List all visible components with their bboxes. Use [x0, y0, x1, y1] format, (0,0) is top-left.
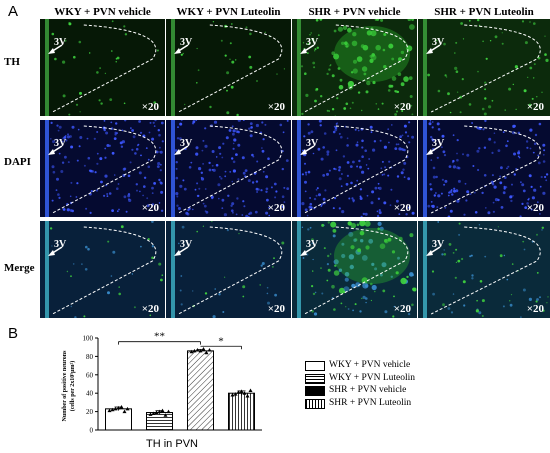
ventricle-label: 3V: [306, 239, 319, 250]
ventricle-label: 3V: [54, 239, 67, 250]
column-header-shr-vehicle: SHR + PVN vehicle: [308, 6, 401, 18]
y-tick-label: 0: [90, 427, 94, 435]
data-point: [239, 389, 244, 393]
micrograph-dapi-shr-luteolin: 3V ×20: [418, 120, 550, 217]
panel-b-label: B: [8, 325, 19, 342]
data-point: [151, 411, 156, 415]
legend-label: WKY + PVN Luteolin: [329, 372, 416, 383]
legend-swatch: [305, 373, 325, 384]
ventricle-label: 3V: [432, 37, 445, 48]
column-header-wky-vehicle: WKY + PVN vehicle: [54, 6, 151, 18]
micrograph-merge-shr-vehicle: 3V ×20: [292, 221, 417, 318]
magnification-label: ×20: [141, 303, 159, 315]
data-point: [248, 388, 253, 392]
magnification-label: ×20: [267, 303, 285, 315]
ventricle-label: 3V: [306, 138, 319, 149]
x-axis-label: TH in PVN: [146, 438, 198, 450]
ventricle-label: 3V: [54, 37, 67, 48]
y-tick-label: 100: [83, 335, 94, 343]
data-point: [148, 412, 153, 416]
micrograph-dapi-wky-luteolin: 3V ×20: [166, 120, 291, 217]
data-point: [198, 348, 203, 353]
data-point: [245, 393, 250, 398]
bar-3: [187, 350, 214, 431]
magnification-label: ×20: [393, 303, 411, 315]
magnification-label: ×20: [526, 101, 544, 113]
data-point: [204, 350, 209, 355]
data-point: [119, 405, 124, 409]
data-point: [166, 409, 171, 414]
data-point: [192, 348, 197, 353]
legend-swatch: [305, 361, 325, 371]
micrograph-dapi-wky-vehicle: 3V ×20: [40, 120, 165, 217]
magnification-label: ×20: [267, 101, 285, 113]
magnification-label: ×20: [393, 101, 411, 113]
data-point: [113, 406, 118, 411]
ventricle-label: 3V: [306, 37, 319, 48]
micrograph-merge-shr-luteolin: 3V ×20: [418, 221, 550, 318]
row-label-merge: Merge: [4, 262, 35, 274]
data-point: [160, 408, 165, 413]
micrograph-th-wky-luteolin: 3V ×20: [166, 19, 291, 116]
data-point: [107, 408, 112, 413]
y-tick-label: 40: [86, 390, 94, 398]
legend-label: SHR + PVN vehicle: [329, 385, 407, 395]
legend-label: WKY + PVN vehicle: [329, 360, 411, 370]
data-point: [201, 347, 206, 351]
magnification-label: ×20: [526, 202, 544, 214]
data-point: [195, 347, 200, 352]
data-point: [230, 393, 235, 397]
micrograph-th-shr-vehicle: 3V ×20: [292, 19, 417, 116]
ventricle-label: 3V: [432, 239, 445, 250]
micrograph-th-wky-vehicle: 3V ×20: [40, 19, 165, 116]
data-point: [207, 347, 212, 352]
magnification-label: ×20: [526, 303, 544, 315]
micrograph-merge-wky-luteolin: 3V ×20: [166, 221, 291, 318]
data-point: [189, 349, 194, 354]
ventricle-label: 3V: [54, 138, 67, 149]
y-tick-label: 60: [86, 371, 94, 379]
data-point: [122, 409, 127, 414]
significance-label-1: **: [154, 331, 165, 343]
y-axis-label: Number of positive neurons: [62, 350, 68, 422]
magnification-label: ×20: [393, 202, 411, 214]
y-axis-label-units: (cells per 2x10⁵µm²): [69, 361, 76, 412]
data-point: [116, 405, 121, 410]
data-point: [154, 410, 159, 415]
significance-label-2: *: [218, 335, 224, 347]
y-tick-label: 80: [86, 353, 94, 361]
y-tick-label: 20: [86, 408, 94, 416]
data-point: [163, 413, 168, 417]
data-point: [233, 392, 238, 396]
magnification-label: ×20: [141, 101, 159, 113]
panel-a-label: A: [8, 3, 19, 20]
micrograph-dapi-shr-vehicle: 3V ×20: [292, 120, 417, 217]
row-label-dapi: DAPI: [4, 156, 31, 168]
magnification-label: ×20: [267, 202, 285, 214]
ventricle-label: 3V: [432, 138, 445, 149]
data-point: [110, 407, 115, 412]
chart-legend: WKY + PVN vehicle WKY + PVN Luteolin SHR +…: [305, 360, 545, 431]
ventricle-label: 3V: [180, 37, 193, 48]
column-header-shr-luteolin: SHR + PVN Luteolin: [434, 6, 534, 18]
legend-label: SHR + PVN Luteolin: [329, 397, 412, 408]
legend-swatch: [305, 398, 325, 409]
data-point: [125, 406, 130, 411]
data-point: [236, 390, 241, 394]
bar-4: [228, 392, 255, 431]
ventricle-label: 3V: [180, 138, 193, 149]
data-point: [242, 391, 247, 395]
magnification-label: ×20: [141, 202, 159, 214]
micrograph-th-shr-luteolin: 3V ×20: [418, 19, 550, 116]
micrograph-merge-wky-vehicle: 3V ×20: [40, 221, 165, 318]
legend-swatch: [305, 386, 325, 396]
ventricle-label: 3V: [180, 239, 193, 250]
row-label-th: TH: [4, 56, 20, 68]
data-point: [157, 409, 162, 414]
column-header-wky-luteolin: WKY + PVN Luteolin: [176, 6, 281, 18]
